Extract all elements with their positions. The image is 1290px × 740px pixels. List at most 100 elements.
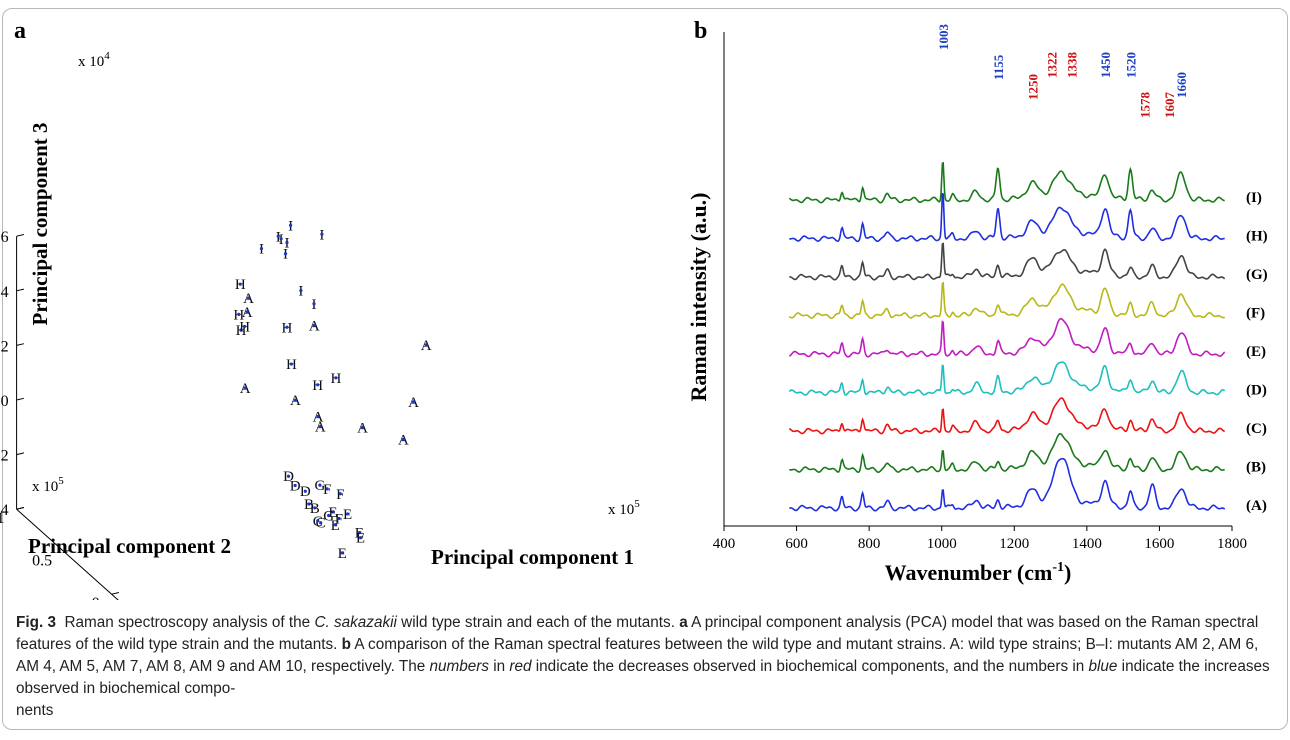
caption-b: b bbox=[342, 636, 351, 653]
x-tick-label: 1000 bbox=[927, 536, 957, 552]
point-marker bbox=[337, 517, 340, 520]
point-marker bbox=[318, 484, 321, 487]
series-label: (H) bbox=[1246, 229, 1268, 245]
series-label: (I) bbox=[1246, 190, 1262, 206]
point-marker bbox=[319, 425, 322, 428]
point-marker bbox=[304, 490, 307, 493]
z-tick bbox=[17, 344, 24, 346]
peak-annotation: 1250 bbox=[1025, 74, 1040, 100]
point-marker bbox=[312, 302, 315, 305]
point-marker bbox=[317, 415, 320, 418]
x-tick-label: 400 bbox=[713, 536, 736, 552]
x-tick-label: 1600 bbox=[1144, 536, 1174, 552]
point-marker bbox=[243, 325, 246, 328]
series-label: (B) bbox=[1246, 460, 1266, 476]
y-tick bbox=[112, 593, 119, 595]
point-marker bbox=[299, 289, 302, 292]
point-marker bbox=[294, 399, 297, 402]
peak-annotation: 1338 bbox=[1064, 52, 1079, 79]
z-axis-title: Principal component 3 bbox=[28, 123, 52, 326]
point-marker bbox=[346, 512, 349, 515]
z-tick-label: 2 bbox=[1, 338, 9, 355]
spectrum-line bbox=[789, 244, 1224, 280]
figure-caption: Fig. 3 Raman spectroscopy analysis of th… bbox=[16, 612, 1274, 722]
point-marker bbox=[290, 362, 293, 365]
caption-red-word: red bbox=[509, 658, 531, 675]
point-marker bbox=[316, 383, 319, 386]
point-marker bbox=[289, 224, 292, 227]
caption-seg1: Raman spectroscopy analysis of the bbox=[64, 614, 314, 631]
y-multiplier: x 105 bbox=[32, 475, 64, 495]
point-marker bbox=[313, 324, 316, 327]
peak-annotation: 1660 bbox=[1174, 72, 1189, 98]
point-marker bbox=[339, 492, 342, 495]
point-marker bbox=[307, 502, 310, 505]
point-marker bbox=[320, 233, 323, 236]
point-marker bbox=[361, 426, 364, 429]
point-marker bbox=[326, 487, 329, 490]
z-tick bbox=[17, 235, 24, 237]
point-marker bbox=[284, 252, 287, 255]
series-label: (A) bbox=[1246, 498, 1267, 514]
caption-seg6: indicate the decreases observed in bioch… bbox=[532, 658, 1089, 675]
spectrum-line bbox=[789, 398, 1224, 434]
z-multiplier: x 104 bbox=[78, 50, 110, 70]
peak-annotation: 1520 bbox=[1123, 52, 1138, 78]
caption-numbers-word: numbers bbox=[430, 658, 490, 675]
spectrum-line bbox=[789, 362, 1224, 395]
point-marker bbox=[294, 484, 297, 487]
series-label: (G) bbox=[1246, 267, 1268, 283]
point-marker bbox=[287, 475, 290, 478]
raman-spectra-chart: 400 600 800 1000 1200 1400 1600 1800 Wavenumber … bbox=[680, 0, 1290, 600]
series-label: (F) bbox=[1246, 306, 1265, 322]
caption-blue-word: blue bbox=[1089, 658, 1118, 675]
x-multiplier: x 105 bbox=[608, 498, 640, 518]
point-marker bbox=[316, 519, 319, 522]
z-tick bbox=[17, 508, 24, 510]
x-tick-label: 1400 bbox=[1072, 536, 1102, 552]
x-tick-label: 1800 bbox=[1217, 536, 1247, 552]
point-marker bbox=[402, 438, 405, 441]
spectrum-line bbox=[789, 319, 1224, 357]
pca-3d-scatter: -6-4-2024610.50-0.5-1-1.5-4-20246x 104x … bbox=[0, 0, 680, 600]
caption-seg2: wild type strain and each of the mutants… bbox=[397, 614, 679, 631]
point-marker bbox=[237, 313, 240, 316]
point-marker bbox=[341, 551, 344, 554]
x-axis-title: Principal component 1 bbox=[431, 545, 634, 569]
y-axis-title: Raman intensity (a.u.) bbox=[686, 192, 711, 401]
series-label: (D) bbox=[1246, 383, 1267, 399]
z-tick bbox=[17, 453, 24, 455]
point-marker bbox=[285, 326, 288, 329]
point-marker bbox=[425, 343, 428, 346]
peak-annotation: 1450 bbox=[1098, 52, 1113, 78]
z-tick-label: 0 bbox=[1, 393, 9, 410]
z-tick-label: 4 bbox=[1, 284, 9, 301]
point-marker bbox=[359, 536, 362, 539]
z-tick-label: -2 bbox=[0, 448, 9, 465]
point-marker bbox=[239, 283, 242, 286]
spectrum-line bbox=[789, 434, 1224, 472]
x-tick-label: 600 bbox=[785, 536, 808, 552]
point-marker bbox=[246, 310, 249, 313]
caption-seg5: in bbox=[489, 658, 509, 675]
point-marker bbox=[285, 241, 288, 244]
point-marker bbox=[412, 400, 415, 403]
z-tick bbox=[17, 289, 24, 291]
z-tick-label: -4 bbox=[0, 502, 9, 519]
x-tick-label: 800 bbox=[858, 536, 881, 552]
x-axis-title: Wavenumber (cm-1) bbox=[885, 560, 1072, 585]
y-tick-label: 0 bbox=[92, 595, 100, 600]
point-marker bbox=[244, 386, 247, 389]
caption-fig-label: Fig. 3 bbox=[16, 614, 56, 631]
point-marker bbox=[247, 297, 250, 300]
caption-a: a bbox=[679, 614, 688, 631]
peak-annotation: 1322 bbox=[1045, 52, 1060, 78]
point-marker bbox=[327, 514, 330, 517]
point-marker bbox=[277, 235, 280, 238]
point-marker bbox=[334, 376, 337, 379]
z-tick bbox=[17, 398, 24, 400]
caption-seg8: nents bbox=[16, 702, 53, 719]
x-tick-label: 1200 bbox=[999, 536, 1029, 552]
caption-species: C. sakazakii bbox=[314, 614, 396, 631]
peak-annotation: 1578 bbox=[1137, 92, 1152, 119]
